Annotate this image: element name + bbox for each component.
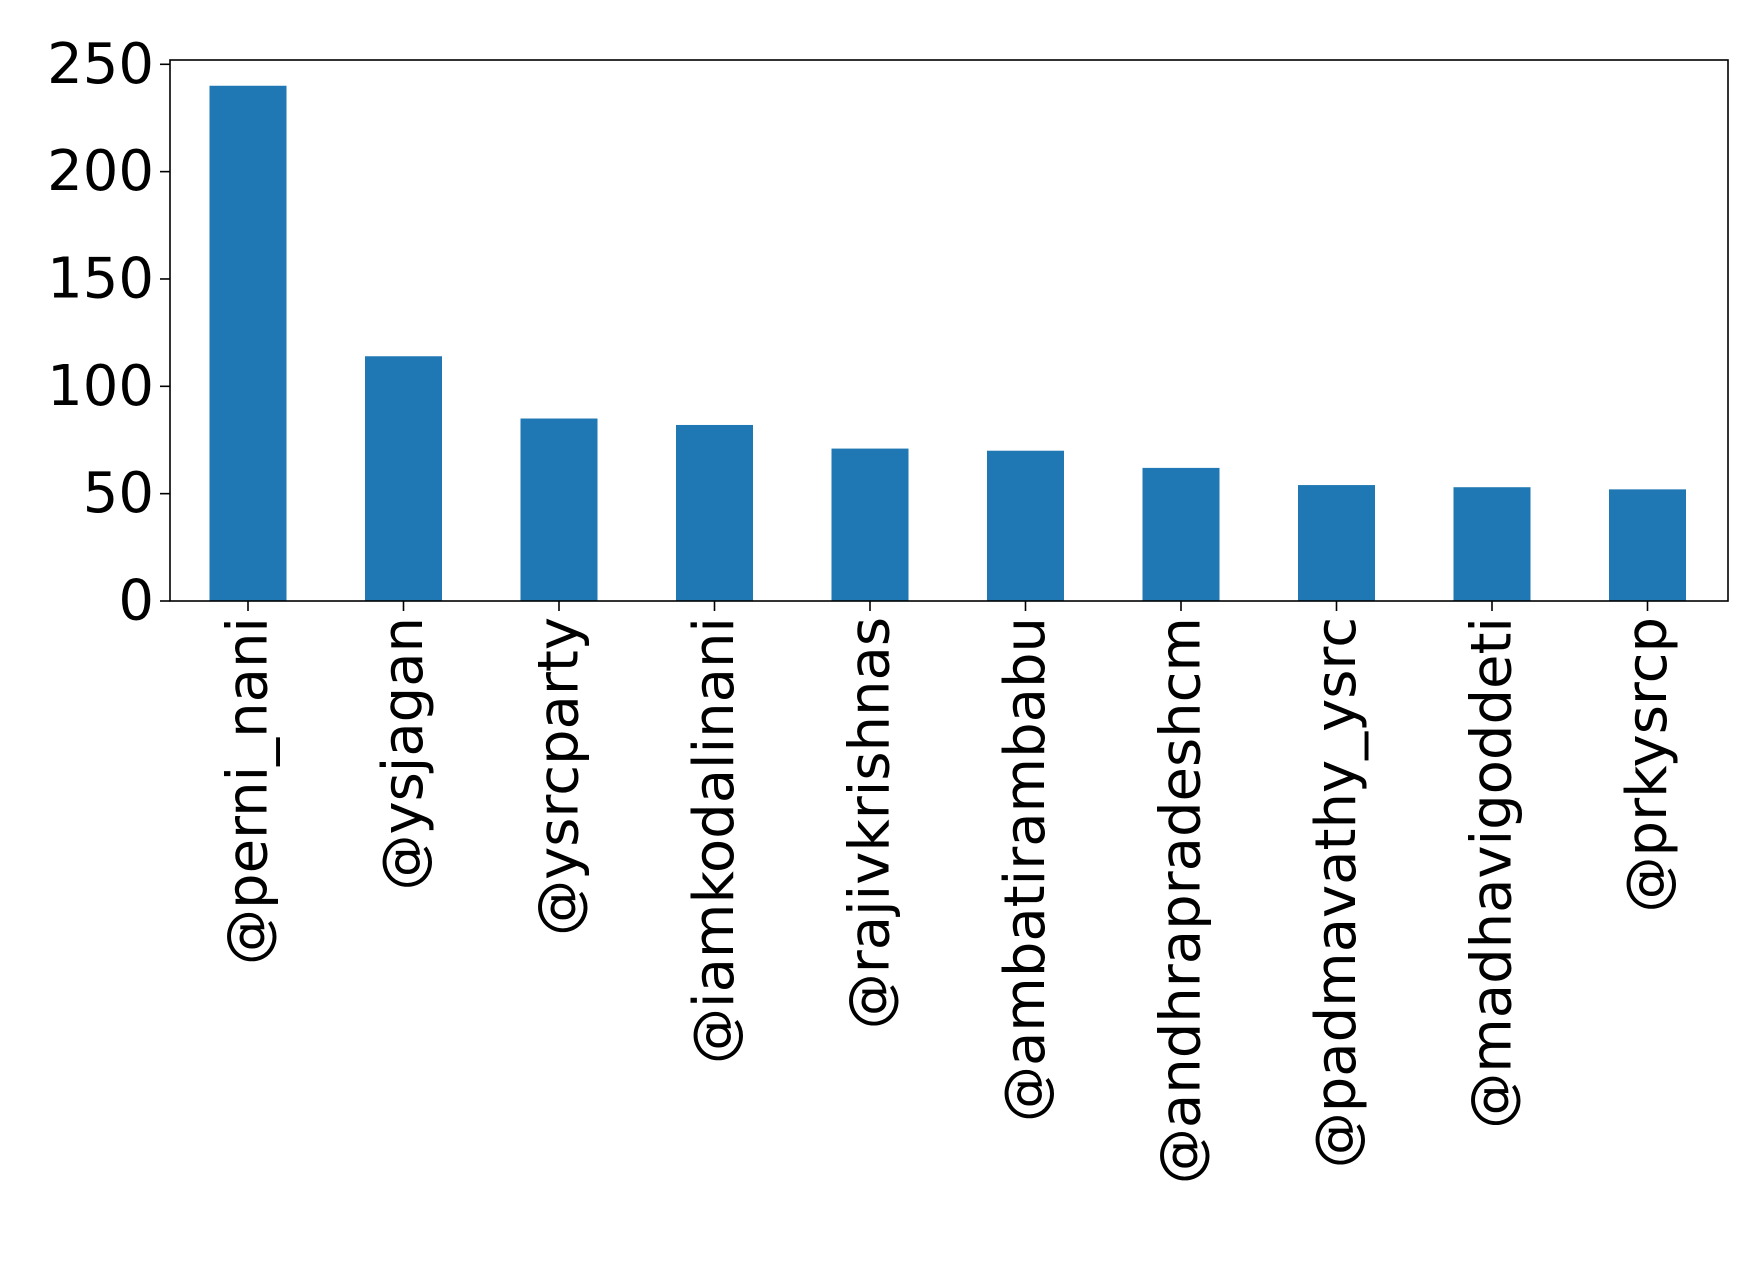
- bar-rajivkrishnas: [831, 448, 909, 601]
- bar-perni-nani: [209, 85, 287, 601]
- x-tick-label: @ysjagan: [371, 617, 436, 891]
- bar-padmavathy-ysrc: [1298, 485, 1375, 601]
- plot-frame: [169, 59, 1729, 602]
- x-axis: @perni_nani @ysjagan @ysrcparty @iamkodalin…: [216, 601, 1680, 1184]
- y-tick-label: 50: [83, 461, 154, 526]
- x-tick-label: @prkysrcp: [1615, 617, 1680, 912]
- y-tick-label: 0: [118, 569, 154, 634]
- y-axis: 0 50 100 150 200 250: [47, 32, 170, 634]
- bars-group: [209, 85, 1686, 601]
- y-tick-label: 250: [47, 32, 154, 97]
- x-tick-label: @ysrcparty: [527, 617, 592, 936]
- y-tick-label: 200: [47, 139, 154, 204]
- x-tick-label: @iamkodalinani: [682, 617, 747, 1064]
- bar-madhavigoddeti: [1453, 487, 1531, 601]
- x-tick-label: @perni_nani: [216, 617, 281, 965]
- bar-ambatirambabu: [987, 450, 1064, 601]
- bar-ysrcparty: [520, 418, 598, 601]
- x-tick-label: @andhrapradeshcm: [1149, 617, 1214, 1184]
- bar-prkysrcp: [1609, 489, 1686, 601]
- bar-andhrapradeshcm: [1142, 467, 1220, 601]
- y-tick-label: 100: [47, 354, 154, 419]
- y-tick-label: 150: [47, 246, 154, 311]
- x-tick-label: @madhavigoddeti: [1460, 617, 1525, 1129]
- x-tick-label: @padmavathy_ysrc: [1304, 617, 1369, 1168]
- x-tick-label: @rajivkrishnas: [838, 617, 903, 1029]
- bar-iamkodalinani: [676, 424, 753, 601]
- bar-ysjagan: [365, 356, 442, 601]
- x-tick-label: @ambatirambabu: [993, 617, 1058, 1122]
